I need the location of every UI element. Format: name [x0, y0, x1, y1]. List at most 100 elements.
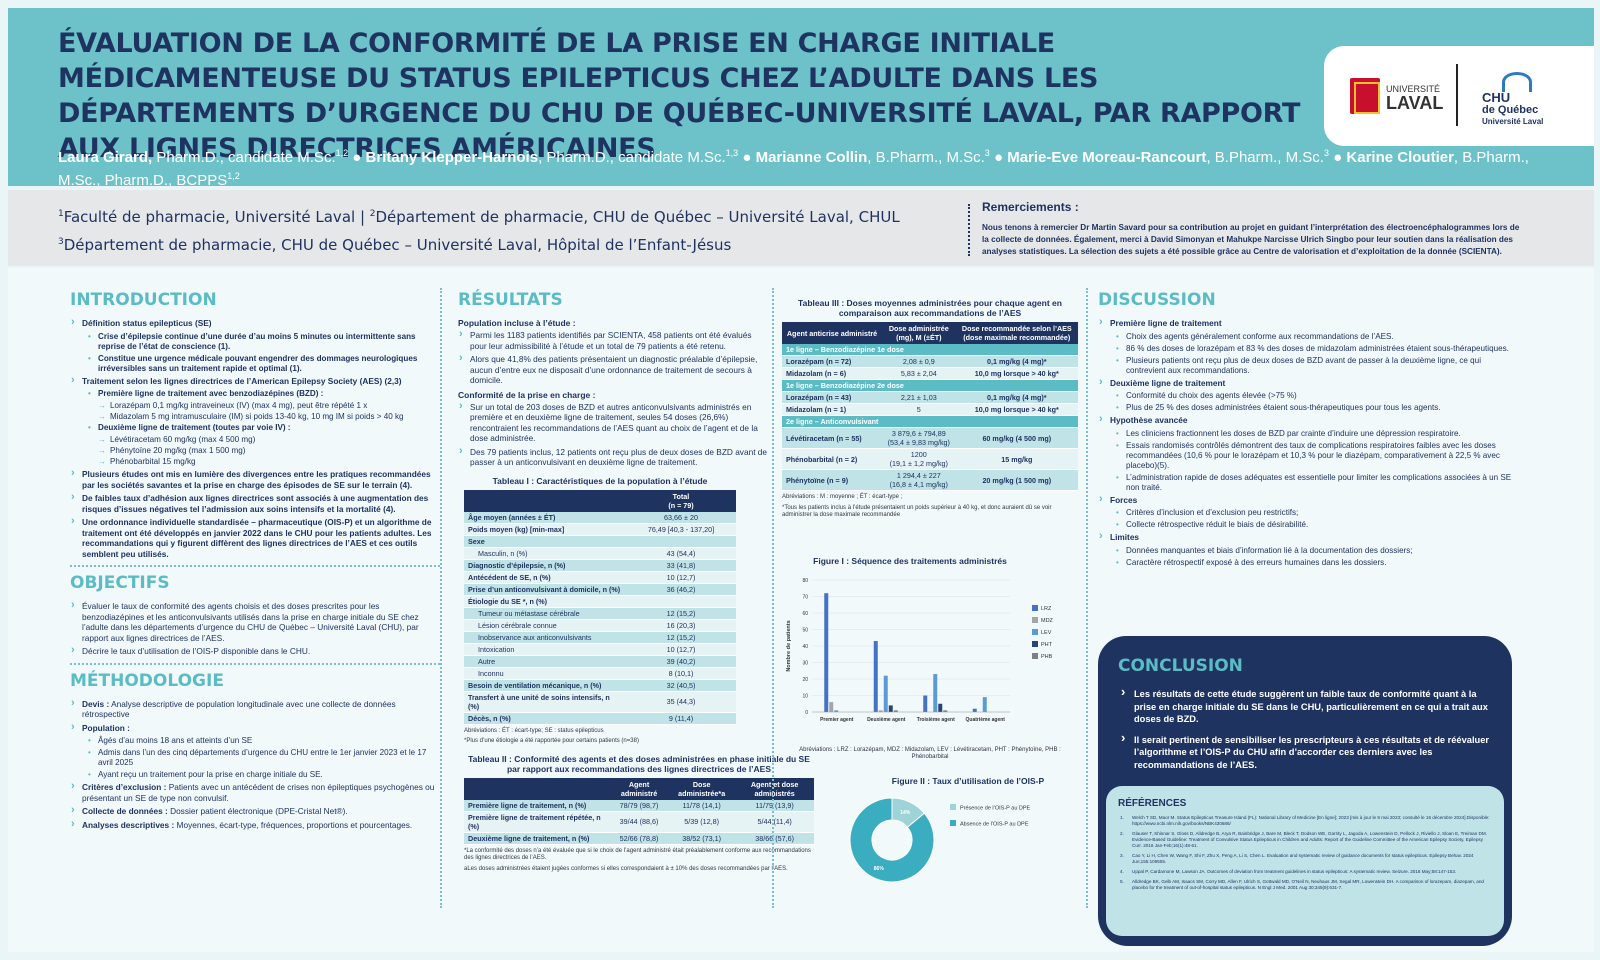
reference-item: 3. Cao Y, Li H, Chen W, Wang F, Shi F, Zh…	[1120, 853, 1474, 864]
x-tick-label: Deuxième agent	[867, 717, 906, 723]
y-tick-label: 10	[802, 693, 808, 699]
pie-label: 14%	[900, 810, 911, 816]
figure-1-caption: Abréviations : LRZ : Lorazépam, MDZ : Mi…	[799, 746, 1061, 761]
legend-swatch	[1032, 652, 1038, 659]
resultats-heading: RÉSULTATS	[458, 290, 563, 310]
legend-swatch	[950, 804, 956, 810]
y-tick-label: 0	[805, 710, 808, 716]
table-2-block: Tableau II : Conformité des agents et de…	[464, 754, 814, 874]
table-row: Étiologie du SE *, n (%)	[464, 595, 736, 608]
legend-swatch	[950, 820, 956, 826]
chart-title: Figure I : Séquence des traitements admi…	[813, 556, 1007, 566]
table-row: Inconnu 8 (10,1)	[464, 667, 736, 680]
section-divider	[70, 662, 440, 665]
legend-label: MDZ	[1041, 618, 1054, 624]
table-1-caption: Tableau I : Caractéristiques de la popul…	[492, 475, 708, 486]
table-row: Intoxication 10 (12,7)	[464, 643, 736, 656]
table-row: Masculin, n (%) 43 (54,4)	[464, 547, 736, 560]
legend-label: Absence de l’OIS-P au DPE	[960, 822, 1029, 828]
y-tick-label: 70	[802, 594, 808, 600]
y-tick-label: 60	[802, 611, 808, 617]
references-heading: RÉFÉRENCES	[1118, 798, 1187, 809]
table-row: Deuxième ligne de traitement, n (%) 52/66…	[464, 832, 814, 845]
affiliation-line-1: 1Faculté de pharmacie, Université Laval …	[58, 208, 900, 226]
introduction-heading: INTRODUCTION	[70, 290, 217, 310]
poster-body: INTRODUCTION Définition status epileptic…	[8, 268, 1594, 952]
bar-pht-2	[888, 704, 893, 712]
chu-quebec-logo: CHU de Québec Université Laval	[1482, 72, 1572, 128]
figure-2-chart: 14% Présence de l’OIS-P au DPE 86% Absence …	[849, 797, 1031, 883]
table-section-row: 2e ligne – Anticonvulsivant	[782, 415, 1078, 428]
table-section-row: 1e ligne – Benzodiazépine 1e dose	[782, 344, 1078, 356]
table-row: Lorazépam (n = 43) 2,21 ± 1,03 0,1 mg/kg (…	[782, 391, 1078, 404]
bar-lev-4	[982, 696, 987, 712]
pie-label: 86%	[874, 866, 885, 872]
reference-item: 5. Alldredge BK, Gelb AM, Isaacs SM, Corr…	[1120, 879, 1484, 890]
author: Marianne Collin, B.Pharm., M.Sc.3	[755, 148, 990, 166]
table-row: Prise d’un anticonvulsivant à domicile, …	[464, 583, 736, 596]
discussion-heading: DISCUSSION	[1098, 290, 1216, 310]
table-row: Lorazépam (n = 72) 2,08 ± 0,9 0,1 mg/kg (4…	[782, 355, 1078, 368]
table-1-header: Total (n = 79)	[626, 489, 736, 512]
logo-panel: UNIVERSITÉ LAVAL CHU de Québec Université…	[1324, 46, 1594, 146]
column-resultats: RÉSULTATS Population incluse à l’étude :…	[458, 290, 814, 873]
authors-line: Laura Girard, Pharm.D., candidate M.Sc.1…	[58, 144, 1558, 186]
reference-item: 2. Glauser T, Shinnar S, Gloss D, Alldred…	[1120, 831, 1487, 848]
table-2: Agent administré Dose administrée*a Agent …	[464, 777, 814, 845]
table-row: Âge moyen (années ± ÉT) 63,66 ± 20	[464, 511, 736, 524]
bar-pht-3	[938, 703, 943, 712]
author-separator: ●	[1328, 149, 1347, 166]
conclusion-point-2: Il serait pertinent de sensibiliser les …	[1121, 732, 1496, 772]
references-panel: RÉFÉRENCES 1. Welch T SD, Maor M. Status …	[1106, 786, 1504, 936]
poster-title: ÉVALUATION DE LA CONFORMITÉ DE LA PRISE …	[58, 28, 1301, 164]
bar-lrz-2	[873, 640, 878, 712]
table-row: Phénobarbital (n = 2) 1200 (19,1 ± 1,2 mg…	[782, 448, 1078, 470]
table-1: Total (n = 79) Âge moyen (années ± ÉT) 63…	[464, 489, 736, 725]
y-tick-label: 40	[802, 644, 808, 650]
y-tick-label: 50	[802, 627, 808, 633]
section-divider	[70, 565, 440, 567]
reference-item: 1. Welch T SD, Maor M. Status Epilepticus…	[1120, 815, 1490, 826]
thanks-title: Remerciements :	[982, 200, 1079, 214]
legend-swatch	[1032, 640, 1038, 647]
y-tick-label: 20	[802, 677, 808, 683]
bar-lrz-4	[972, 708, 977, 712]
table-row: Antécédent de SE, n (%) 10 (12,7)	[464, 571, 736, 584]
figure-1-chart: Figure I : Séquence des traitements admi…	[786, 556, 1054, 723]
bar-lrz-3	[923, 695, 928, 712]
figure-2-title: Figure II : Taux d’utilisation de l’OIS-…	[891, 776, 1045, 786]
conclusion-heading: CONCLUSION	[1118, 656, 1243, 676]
column-divider	[772, 288, 774, 908]
author: Karine Cloutier, B.Pharm., M.Sc., Pharm.…	[58, 149, 1529, 186]
bar-lev-1	[834, 709, 839, 712]
y-tick-label: 30	[802, 660, 808, 666]
chu-figure-icon	[1502, 72, 1532, 92]
column-divider	[440, 288, 442, 908]
table-row: Lésion cérébrale connue 16 (20,3)	[464, 619, 736, 632]
figure-2-block: Figure II : Taux d’utilisation de l’OIS-…	[848, 776, 1088, 895]
table-row: Midazolam (n = 6) 5,83 ± 2,04 10,0 mg lors…	[782, 367, 1078, 380]
conclusion-panel: CONCLUSION Les résultats de cette étude …	[1098, 636, 1512, 946]
author-separator: ●	[348, 149, 366, 166]
legend-swatch	[1032, 628, 1038, 635]
table-1-block: Tableau I : Caractéristiques de la popul…	[464, 476, 736, 746]
bar-lev-2	[883, 675, 888, 712]
table-row: Inobservance aux anticonvulsivants 12 (15…	[464, 631, 736, 644]
table-row: Lévétiracetam (n = 55) 3 879,6 ± 794,89 (…	[782, 427, 1078, 449]
bar-mdz-1	[829, 701, 834, 712]
table-row: Poids moyen (kg) [min-max] 76,49 [40,3 - …	[464, 523, 736, 536]
author: Laura Girard, Pharm.D., candidate M.Sc.1…	[58, 148, 349, 166]
table-row: Diagnostic d’épilepsie, n (%) 33 (41,8)	[464, 559, 736, 572]
legend-label: LRZ	[1041, 606, 1052, 612]
universite-laval-logo: UNIVERSITÉ LAVAL	[1350, 78, 1443, 114]
reference-item: 4. Uppal P, Cardamone M, Lawson JA. Outco…	[1120, 869, 1457, 874]
bar-mdz-2	[878, 709, 883, 712]
author: Britany Klepper-Harnois, Pharm.D., candi…	[365, 148, 739, 166]
bar-lrz-1	[824, 592, 829, 712]
poster-header: ÉVALUATION DE LA CONFORMITÉ DE LA PRISE …	[8, 8, 1594, 186]
thanks-divider	[968, 204, 970, 256]
y-axis-label: Nombre de patients	[786, 620, 792, 671]
legend-label: PHT	[1041, 642, 1053, 648]
legend-swatch	[1032, 616, 1038, 623]
x-tick-label: Troisième agent	[917, 717, 955, 723]
